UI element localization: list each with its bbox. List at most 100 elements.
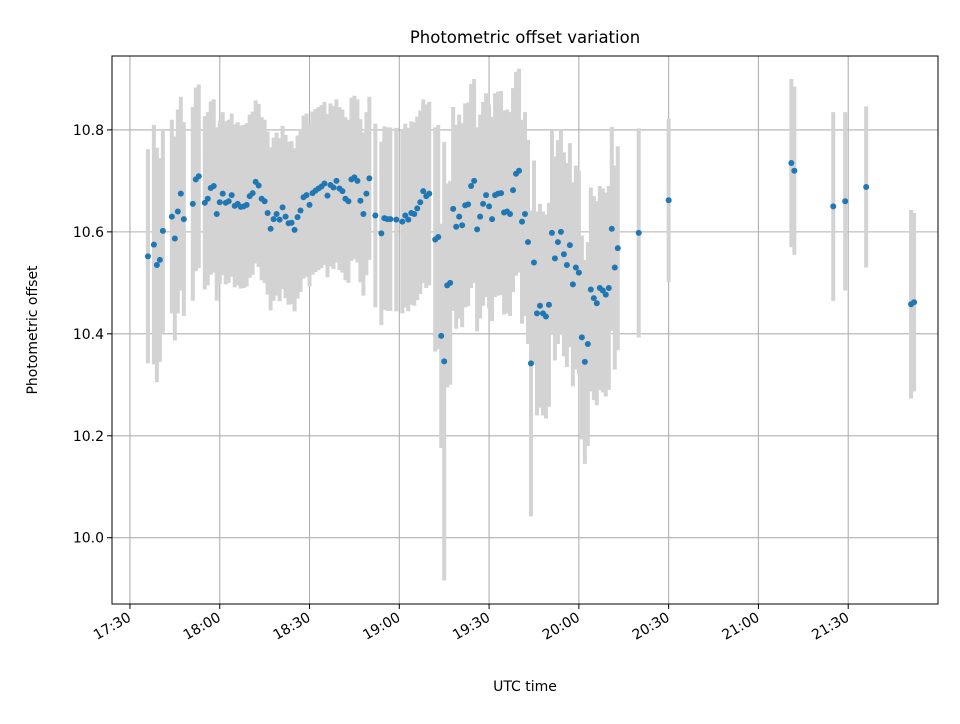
data-point (321, 180, 328, 187)
data-point (255, 182, 262, 189)
data-point (530, 259, 537, 266)
plot-frame (111, 55, 939, 605)
data-point (261, 198, 268, 205)
data-point (665, 197, 672, 204)
y-axis-label: Photometric offset (25, 265, 41, 395)
data-point (213, 211, 220, 218)
data-point (333, 177, 340, 184)
data-point (453, 223, 460, 230)
data-point (533, 310, 540, 317)
data-point (387, 216, 394, 223)
data-point (363, 190, 370, 197)
data-point (411, 211, 418, 218)
data-point (153, 262, 160, 269)
data-point (219, 190, 226, 197)
chart-title: Photometric offset variation (410, 28, 640, 47)
data-point (174, 208, 181, 215)
data-point (522, 211, 528, 218)
data-point (345, 198, 352, 205)
data-point (279, 204, 286, 211)
data-point (303, 192, 310, 199)
data-point (273, 211, 280, 218)
data-point (581, 358, 588, 365)
data-point (456, 213, 463, 220)
data-point (536, 302, 543, 309)
data-point (911, 299, 918, 306)
data-point (210, 182, 217, 189)
data-point (483, 192, 490, 199)
data-point (228, 192, 235, 199)
data-point (330, 184, 337, 191)
data-point (554, 239, 561, 246)
data-point (360, 211, 367, 218)
data-point (563, 262, 570, 269)
data-point (635, 229, 642, 236)
x-axis-label: UTC time (493, 679, 557, 695)
data-point (441, 358, 448, 365)
data-point (516, 167, 523, 174)
data-point (587, 286, 594, 293)
data-point (438, 332, 445, 339)
data-point (339, 188, 346, 195)
data-point (249, 190, 256, 197)
data-point (150, 241, 157, 248)
data-point (578, 334, 585, 341)
data-point (590, 295, 597, 302)
data-point (180, 216, 187, 223)
data-point (372, 212, 379, 219)
data-point (399, 218, 406, 225)
data-point (405, 216, 412, 223)
data-point (566, 242, 573, 249)
data-point (204, 195, 211, 202)
data-point (393, 216, 400, 223)
data-point (507, 211, 514, 218)
data-point (551, 255, 558, 262)
data-point (524, 239, 531, 246)
data-point (270, 216, 277, 223)
y-tick-label: 10.2 (73, 429, 104, 445)
data-point (788, 160, 795, 167)
data-point (545, 301, 552, 308)
data-point (830, 203, 837, 210)
data-point (575, 269, 582, 276)
data-point (426, 190, 433, 197)
data-point (614, 245, 621, 252)
data-point (468, 182, 475, 189)
data-point (366, 175, 373, 182)
data-point (605, 284, 612, 291)
data-point (569, 281, 576, 288)
y-tick-label: 10.6 (73, 225, 104, 241)
y-tick-label: 10.8 (73, 123, 104, 139)
data-point (417, 199, 424, 206)
data-point (159, 227, 166, 234)
data-point (584, 341, 591, 348)
data-point (602, 291, 609, 298)
data-point (519, 218, 526, 225)
data-point (465, 201, 472, 208)
data-point (306, 201, 313, 208)
data-point (474, 226, 481, 233)
data-point (435, 233, 442, 240)
data-point (264, 210, 271, 217)
data-point (557, 228, 564, 235)
data-point (560, 251, 567, 258)
data-point (863, 184, 870, 191)
data-point (195, 173, 202, 180)
data-point (593, 300, 600, 307)
data-point (324, 192, 331, 199)
data-point (498, 190, 505, 197)
data-point (510, 187, 517, 194)
y-axis-ticks: 10.0 10.2 10.4 10.6 10.8 (73, 123, 112, 547)
data-point (420, 188, 427, 195)
data-point (243, 201, 250, 208)
data-point (144, 253, 151, 260)
data-point (297, 207, 304, 214)
data-point (414, 205, 421, 212)
data-point (357, 197, 364, 204)
data-point (548, 229, 555, 236)
y-tick-label: 10.0 (73, 531, 104, 547)
data-point (156, 256, 163, 263)
data-point (189, 200, 196, 207)
